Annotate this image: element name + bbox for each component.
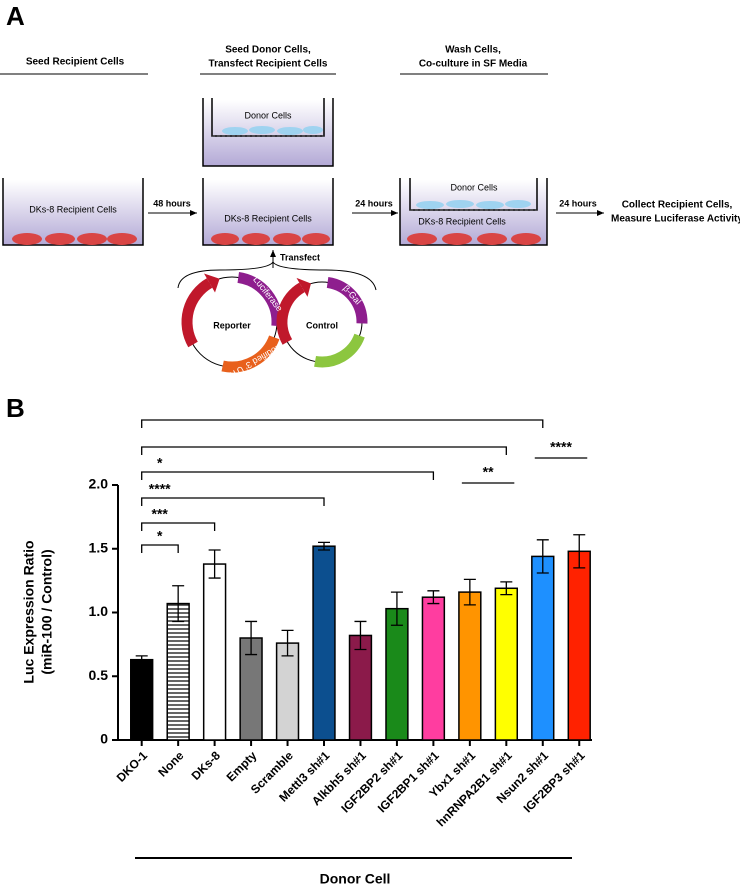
plasmid-arrowhead: [296, 277, 311, 297]
bar: [421, 596, 446, 741]
dish: [2, 178, 144, 246]
y-axis-label: Luc Expression Ratio: [21, 540, 37, 683]
step-title: Seed Recipient Cells: [26, 57, 125, 68]
donor-insert: [202, 98, 334, 167]
plasmid-segment: [221, 335, 280, 373]
x-tick-label: DKO-1: [114, 748, 151, 785]
arrow-label: 24 hours: [559, 198, 597, 208]
error-bar: [390, 591, 403, 626]
final-step: Measure Luciferase Activity: [611, 214, 740, 225]
significance-bracket: [141, 446, 507, 455]
bar: [458, 591, 482, 741]
dish-label: Donor Cells: [244, 110, 292, 120]
bar: [312, 545, 336, 741]
significance-label: ****: [550, 439, 572, 455]
plasmid-name: Reporter: [213, 320, 251, 330]
dish: [202, 178, 334, 246]
plasmid-segment: [276, 282, 306, 345]
dish: [399, 178, 548, 246]
dish-label: Donor Cells: [450, 182, 498, 192]
y-tick-label: 0.5: [89, 667, 109, 683]
significance-bracket: [141, 419, 544, 428]
error-bar: [135, 655, 148, 665]
plasmid-name: Control: [306, 320, 338, 330]
plasmid-segment: [181, 278, 213, 348]
dish-label: DKs-8 Recipient Cells: [29, 204, 117, 214]
significance-bracket: [141, 544, 179, 553]
panel-label: B: [6, 393, 25, 423]
y-axis-label: (miR-100 / Control): [39, 549, 55, 674]
significance-label: **: [483, 464, 494, 480]
significance-bracket: [141, 522, 216, 531]
y-tick-label: 0: [100, 731, 108, 747]
error-bar: [208, 549, 221, 579]
significance-label: *: [157, 528, 163, 544]
final-step: Collect Recipient Cells,: [622, 200, 733, 211]
bar: [531, 555, 555, 741]
dish-label: DKs-8 Recipient Cells: [418, 216, 506, 226]
arrow-label: 48 hours: [153, 198, 191, 208]
significance-label: ****: [149, 481, 171, 497]
panel-label: A: [6, 1, 25, 31]
bar: [494, 587, 519, 741]
x-axis-label: Donor Cell: [320, 871, 391, 887]
error-bar: [172, 585, 185, 623]
error-bar: [318, 541, 331, 551]
step-title: Transfect Recipient Cells: [209, 59, 328, 70]
error-bar: [463, 578, 476, 606]
y-tick-label: 2.0: [89, 476, 109, 492]
dish-label: DKs-8 Recipient Cells: [224, 213, 312, 223]
gene-label: Luciferase: [251, 274, 284, 313]
arrow-label: 24 hours: [355, 198, 393, 208]
error-bar: [245, 620, 258, 656]
plasmid-segment: [314, 333, 365, 368]
error-bar: [281, 629, 294, 657]
step-title: Seed Donor Cells,: [225, 45, 311, 56]
plasmid-arrowhead: [204, 273, 220, 293]
error-bar: [354, 620, 367, 651]
x-tick-label: None: [155, 748, 186, 779]
error-bar: [427, 590, 440, 605]
bar: [348, 634, 373, 741]
bar: [202, 563, 227, 741]
plasmid-segment: [326, 276, 368, 324]
transfect-label: Transfect: [280, 252, 320, 262]
bar: [275, 642, 300, 741]
significance-label: *: [157, 455, 163, 471]
significance-label: ***: [152, 506, 169, 522]
bar: [130, 658, 154, 741]
error-bar: [500, 581, 513, 596]
significance-bracket: [141, 497, 325, 506]
step-title: Co-culture in SF Media: [419, 59, 528, 70]
brace: [177, 261, 377, 291]
y-tick-label: 1.0: [89, 603, 109, 619]
bar: [166, 602, 190, 741]
bar: [385, 607, 409, 741]
x-tick-label: DKs-8: [189, 748, 224, 783]
step-title: Wash Cells,: [445, 45, 501, 56]
bar: [567, 550, 591, 741]
significance-bracket: [141, 471, 435, 480]
chart: 0 0.5 1.0 1.5 2.0 Luc Expression Ratio (miR-10…: [21, 419, 592, 887]
y-tick-label: 1.5: [89, 539, 109, 555]
error-bar: [536, 539, 549, 574]
error-bar: [573, 534, 586, 569]
